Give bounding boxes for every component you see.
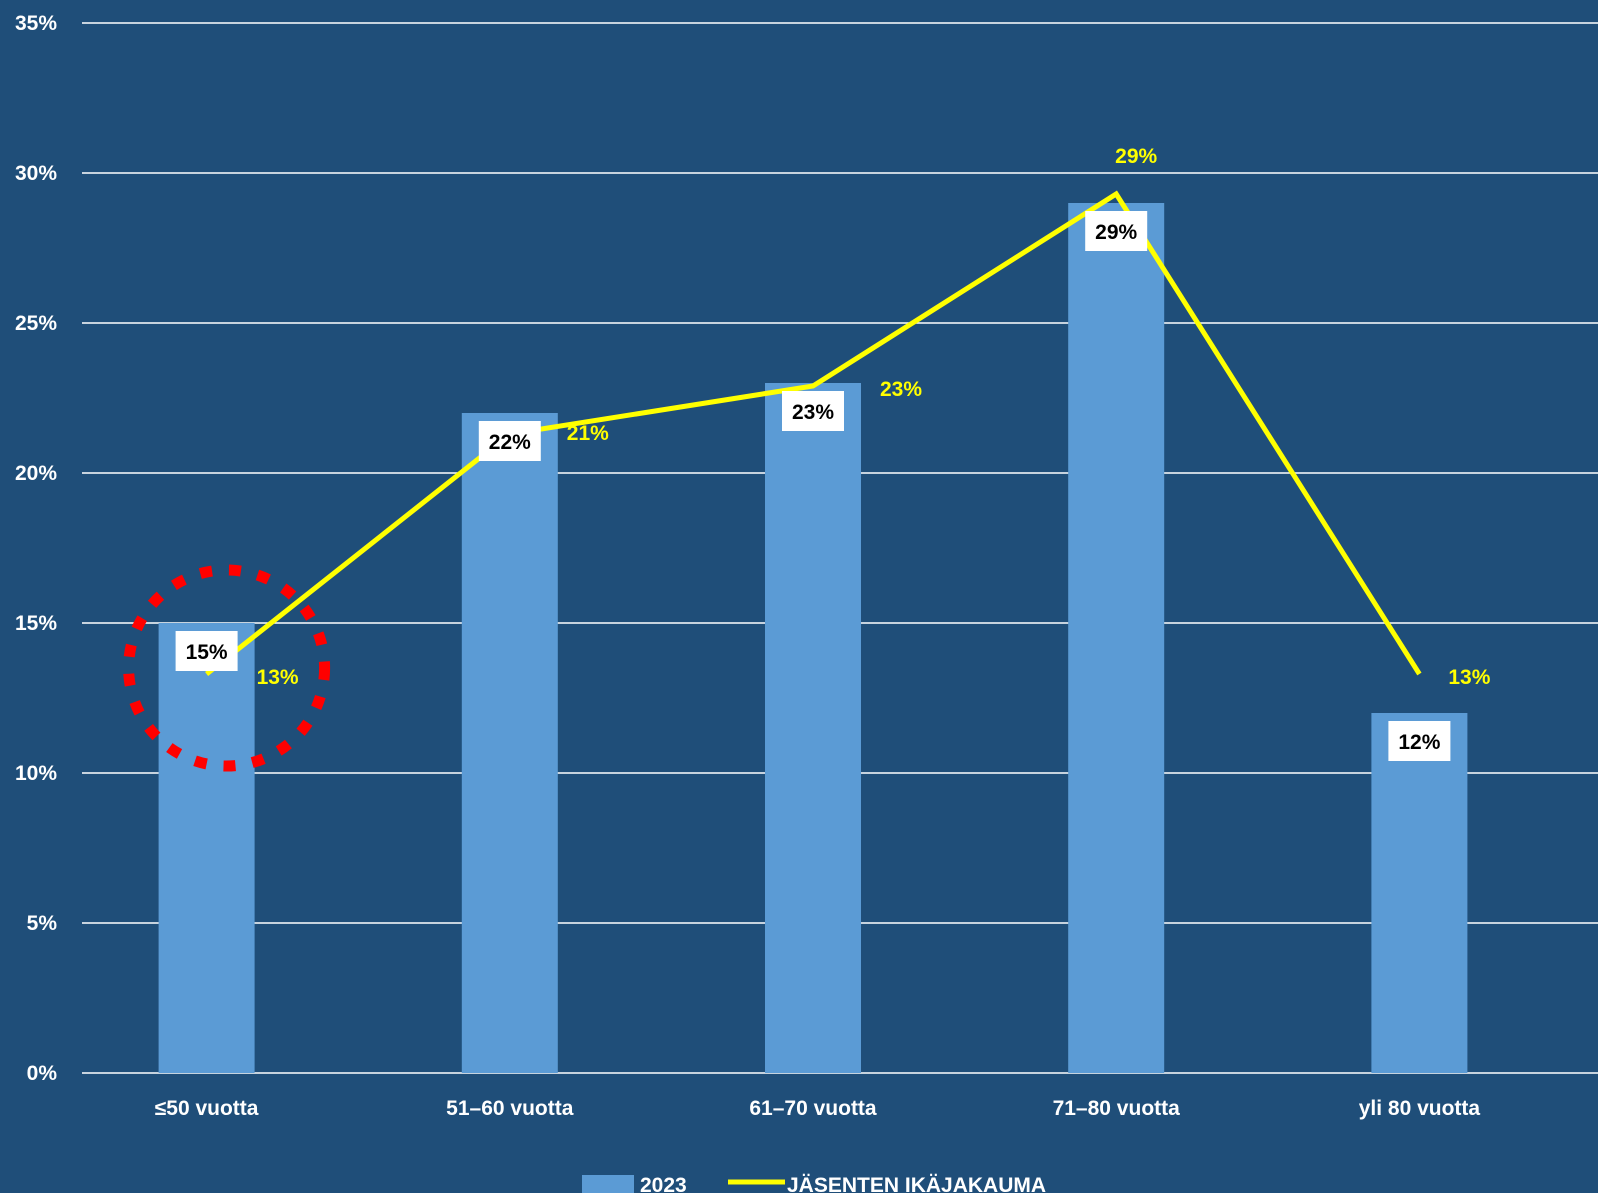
bar-data-label: 23% bbox=[792, 401, 834, 424]
y-tick-label: 15% bbox=[15, 612, 57, 635]
line-data-label: 13% bbox=[1448, 666, 1490, 689]
y-tick-label: 20% bbox=[15, 462, 57, 485]
y-tick-label: 5% bbox=[27, 912, 58, 935]
y-tick-label: 35% bbox=[15, 12, 57, 35]
y-tick-label: 25% bbox=[15, 312, 57, 335]
legend-label-line: JÄSENTEN IKÄJAKAUMA bbox=[787, 1174, 1046, 1193]
x-category-label: 71–80 vuotta bbox=[1053, 1097, 1181, 1120]
bar-label-box bbox=[782, 391, 844, 431]
legend-swatch-bar bbox=[582, 1175, 634, 1193]
line-data-label: 29% bbox=[1115, 145, 1157, 168]
bar-label-box bbox=[1388, 721, 1451, 761]
x-category-label: 51–60 vuotta bbox=[446, 1097, 574, 1120]
line-data-labels: 13% 21% 23% 29% 13% bbox=[257, 145, 1491, 689]
x-axis-labels: ≤50 vuotta 51–60 vuotta 61–70 vuotta 71–80 … bbox=[155, 1097, 1481, 1120]
y-tick-label: 30% bbox=[15, 162, 57, 185]
bar bbox=[1371, 713, 1468, 1073]
bar-data-labels: 15% 22% 23% 29% 12% bbox=[175, 211, 1451, 761]
bar-data-label: 15% bbox=[186, 641, 228, 664]
bar-label-box bbox=[1085, 211, 1148, 251]
line-data-label: 21% bbox=[567, 422, 609, 445]
bar-data-label: 22% bbox=[489, 431, 531, 454]
y-tick-label: 0% bbox=[27, 1062, 58, 1085]
bar-data-label: 29% bbox=[1095, 221, 1137, 244]
bar bbox=[1068, 203, 1165, 1073]
highlight-circle bbox=[123, 564, 331, 772]
bar-data-label: 12% bbox=[1398, 731, 1440, 754]
legend: 2023 JÄSENTEN IKÄJAKAUMA bbox=[582, 1174, 1046, 1193]
y-axis-ticks: 0% 5% 10% 15% 20% 25% 30% 35% bbox=[15, 12, 57, 1085]
y-tick-label: 10% bbox=[15, 762, 57, 785]
legend-label-bar: 2023 bbox=[640, 1174, 687, 1193]
bar-series bbox=[158, 203, 1468, 1073]
bar-label-box bbox=[175, 631, 238, 671]
x-category-label: yli 80 vuotta bbox=[1359, 1097, 1481, 1120]
bar bbox=[461, 413, 558, 1073]
annotation-layer bbox=[123, 564, 331, 772]
bar bbox=[158, 623, 255, 1073]
bar-label-box bbox=[478, 421, 541, 461]
x-category-label: 61–70 vuotta bbox=[749, 1097, 877, 1120]
bar bbox=[765, 383, 861, 1073]
line-data-label: 13% bbox=[257, 666, 299, 689]
line-data-label: 23% bbox=[880, 378, 922, 401]
x-category-label: ≤50 vuotta bbox=[155, 1097, 259, 1120]
